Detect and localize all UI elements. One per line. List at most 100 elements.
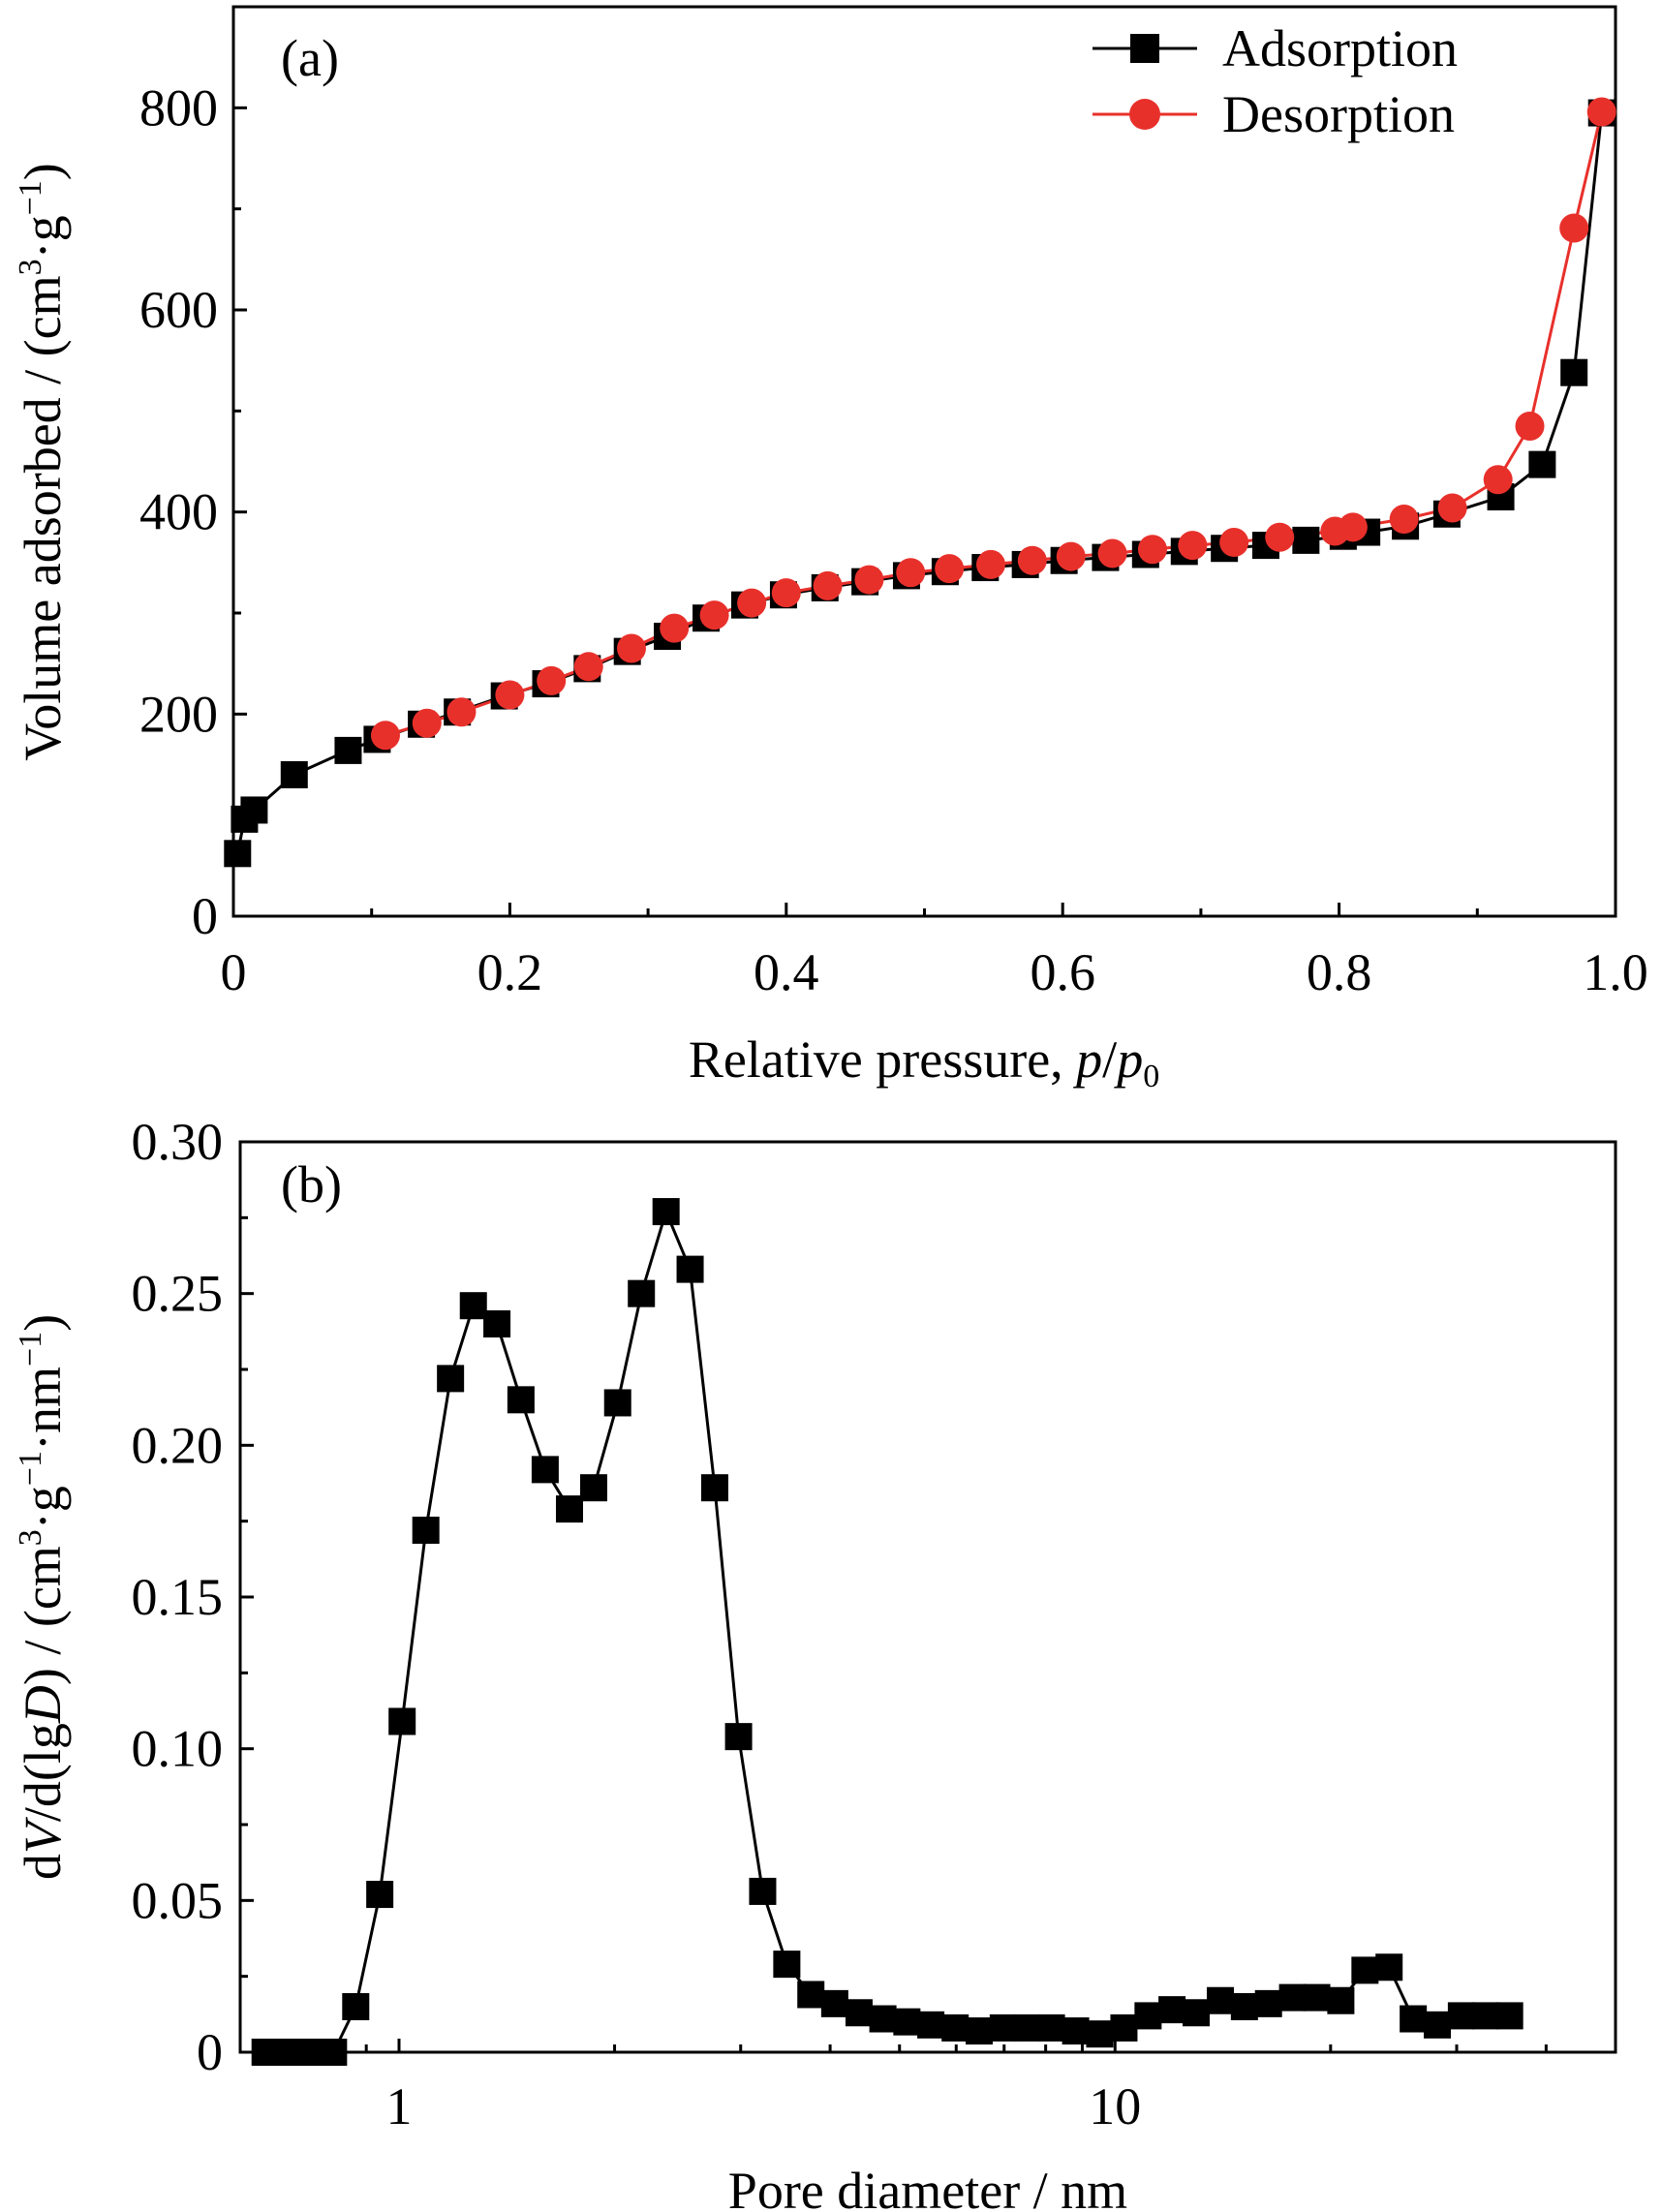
panel-b-y-axis-label-dlg: /d(lg bbox=[14, 1723, 72, 1822]
panel-b-y-tick-label: 0 bbox=[197, 2023, 223, 2081]
desorption-point bbox=[896, 558, 926, 588]
panel-b-x-axis-label: Pore diameter / nm bbox=[728, 2162, 1127, 2212]
panel-b-y-axis-label-g: ·g bbox=[14, 1486, 72, 1529]
pore-distribution-point bbox=[579, 1474, 607, 1502]
panel-a-y-axis-label-close: ) bbox=[14, 163, 72, 180]
panel-b-y-axis-label-D: D bbox=[14, 1685, 72, 1724]
pore-distribution-point bbox=[1110, 2013, 1138, 2042]
pore-distribution-point bbox=[555, 1495, 583, 1523]
pore-distribution-point bbox=[295, 2039, 323, 2066]
adsorption-point bbox=[240, 796, 268, 824]
panel-b-y-axis-label-sup-minus1-a: −1 bbox=[13, 1451, 48, 1486]
panel-a-y-tick-label: 0 bbox=[192, 887, 218, 945]
adsorption-line bbox=[235, 112, 1604, 854]
adsorption-point bbox=[1528, 450, 1556, 478]
pore-distribution-point bbox=[652, 1198, 680, 1226]
desorption-point bbox=[1483, 465, 1513, 495]
panel-b-label: (b) bbox=[281, 1155, 342, 1214]
pore-distribution-point bbox=[1278, 1983, 1307, 2012]
panel-b-y-axis-label-d: d bbox=[14, 1854, 72, 1880]
pore-distribution-point bbox=[628, 1279, 656, 1307]
panel-b-y-tick-label: 0.05 bbox=[132, 1871, 224, 1929]
desorption-point bbox=[1137, 535, 1167, 565]
desorption-point bbox=[1178, 531, 1208, 561]
pore-distribution-point bbox=[676, 1255, 704, 1283]
desorption-point bbox=[1219, 527, 1249, 557]
pore-distribution-point bbox=[388, 1707, 416, 1736]
pore-distribution-point bbox=[603, 1389, 631, 1417]
panel-b-y-axis-label-V: V bbox=[14, 1816, 72, 1854]
pore-distribution-point bbox=[412, 1517, 440, 1545]
panel-b-y-axis-label-sup-minus1-b: −1 bbox=[13, 1332, 48, 1367]
panel-b-y-tick-label: 0.30 bbox=[132, 1113, 224, 1171]
pore-distribution-point bbox=[342, 1993, 370, 2020]
panel-a-x-tick-label: 0.4 bbox=[754, 943, 819, 1001]
panel-b-y-tick-label: 0.10 bbox=[132, 1720, 224, 1778]
desorption-point bbox=[1017, 545, 1047, 575]
panel-b-y-axis-label-nm: ·nm bbox=[14, 1367, 72, 1451]
pore-distribution-point bbox=[1013, 2013, 1041, 2042]
panel-a-x-axis-label-p0: p bbox=[1113, 1030, 1143, 1089]
pore-distribution-point bbox=[1230, 1993, 1258, 2020]
pore-distribution-point bbox=[749, 1877, 777, 1905]
panel-a-x-axis-label-p: p bbox=[1072, 1030, 1102, 1089]
panel-a-x-tick-label: 0.8 bbox=[1307, 943, 1372, 1001]
panel-b-y-tick-label: 0.25 bbox=[132, 1265, 224, 1323]
desorption-point bbox=[1515, 411, 1545, 441]
panel-a-x-tick-label: 1.0 bbox=[1583, 943, 1648, 1001]
panel-b-y-axis-label: dV/d(lgD) / (cm3·g−1·nm−1) bbox=[13, 1314, 72, 1880]
panel-a-y-tick-label: 800 bbox=[139, 78, 218, 137]
desorption-point bbox=[854, 565, 884, 595]
adsorption-point bbox=[1292, 526, 1320, 554]
pore-distribution-point bbox=[251, 2039, 279, 2066]
panel-a-ticks: 0 0.2 0.4 0.6 0.8 1.0 0 200 400 600 800 bbox=[139, 78, 1648, 1001]
desorption-point bbox=[1097, 538, 1127, 568]
panel-a-y-axis-label-sup-3: 3 bbox=[13, 259, 48, 275]
desorption-point bbox=[660, 613, 690, 643]
panel-b-y-tick-label: 0.20 bbox=[132, 1416, 224, 1474]
desorption-point bbox=[935, 554, 965, 584]
pore-distribution-point bbox=[1471, 2002, 1499, 2030]
panel-a-y-axis-label: Volume adsorbed / (cm3·g−1) bbox=[13, 163, 72, 761]
panel-b-series-line bbox=[264, 1207, 1510, 2054]
pore-distribution-point bbox=[320, 2039, 348, 2066]
pore-distribution-point bbox=[797, 1981, 825, 2009]
legend-adsorption-square-marker bbox=[1130, 34, 1159, 63]
adsorption-point bbox=[224, 840, 252, 868]
adsorption-point bbox=[1560, 358, 1588, 386]
panel-a-y-tick-label: 400 bbox=[139, 483, 218, 541]
desorption-point bbox=[1056, 541, 1086, 571]
panel-a-x-tick-label: 0.6 bbox=[1030, 943, 1095, 1001]
pore-distribution-point bbox=[965, 2017, 993, 2045]
desorption-point bbox=[573, 652, 603, 682]
pore-distribution-point bbox=[1447, 2002, 1475, 2030]
pore-distribution-point bbox=[845, 1999, 873, 2027]
pore-distribution-point bbox=[459, 1292, 487, 1320]
pore-distribution-point bbox=[1134, 2002, 1162, 2030]
panel-b-ticks: 1 10 0 0.05 0.10 0.15 0.20 0.25 0.30 bbox=[132, 1113, 1548, 2135]
pore-distribution-point bbox=[366, 1881, 394, 1909]
panel-a-y-axis-label-sup-minus1: −1 bbox=[13, 180, 48, 215]
pore-distribution-point bbox=[941, 2013, 970, 2042]
panel-a-series-lines bbox=[235, 111, 1604, 854]
desorption-point bbox=[1586, 97, 1616, 127]
desorption-point bbox=[616, 633, 646, 663]
desorption-point bbox=[1338, 512, 1368, 542]
panel-a-adsorption-isotherm: 0 0.2 0.4 0.6 0.8 1.0 0 200 400 600 800 (a) Adsorp… bbox=[13, 5, 1648, 1094]
panel-a-label: (a) bbox=[281, 29, 339, 87]
panel-a-x-tick-label: 0.2 bbox=[477, 943, 543, 1001]
pore-distribution-line bbox=[264, 1207, 1510, 2054]
pore-distribution-point bbox=[989, 2013, 1017, 2042]
desorption-point bbox=[699, 600, 729, 630]
panel-a-y-axis-label-g: ·g bbox=[14, 215, 72, 259]
pore-distribution-point bbox=[700, 1474, 728, 1502]
desorption-point bbox=[975, 549, 1005, 579]
desorption-point bbox=[370, 721, 400, 751]
pore-distribution-point bbox=[437, 1365, 465, 1393]
panel-b-x-tick-label: 10 bbox=[1089, 2077, 1141, 2135]
panel-a-y-tick-label: 600 bbox=[139, 281, 218, 339]
pore-distribution-point bbox=[820, 1989, 848, 2017]
pore-distribution-point bbox=[1327, 1986, 1355, 2014]
pore-distribution-point bbox=[1158, 1996, 1186, 2024]
panel-b-y-tick-label: 0.15 bbox=[132, 1568, 224, 1626]
